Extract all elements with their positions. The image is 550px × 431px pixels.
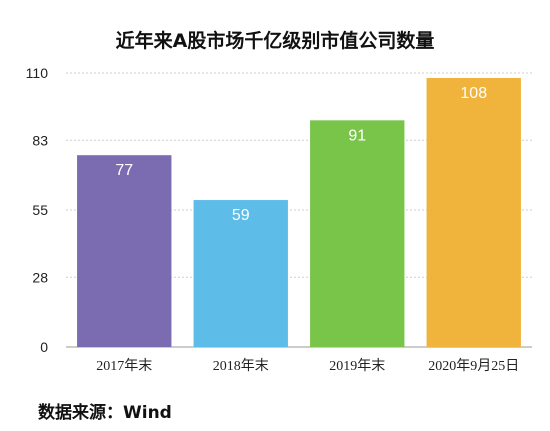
x-category-label: 2019年末: [329, 358, 385, 374]
bar: [77, 155, 172, 347]
y-tick-label: 28: [32, 269, 48, 285]
bar: [426, 77, 521, 348]
x-category-label: 2020年9月25日: [428, 358, 519, 374]
bar-value-label: 108: [460, 85, 487, 102]
bar-value-label: 77: [115, 162, 133, 179]
bar-value-label: 59: [232, 207, 250, 224]
source-note: 数据来源：Wind: [38, 403, 172, 423]
y-tick-label: 110: [26, 65, 49, 81]
bar: [310, 120, 405, 347]
bar: [193, 200, 288, 347]
y-tick-label: 55: [32, 202, 48, 218]
bar-value-label: 91: [348, 127, 366, 144]
y-tick-label: 83: [32, 132, 48, 148]
x-category-label: 2017年末: [96, 358, 152, 374]
chart-title: 近年来A股市场千亿级别市值公司数量: [115, 30, 435, 52]
x-category-label: 2018年末: [213, 358, 269, 374]
y-tick-label: 0: [40, 339, 48, 355]
